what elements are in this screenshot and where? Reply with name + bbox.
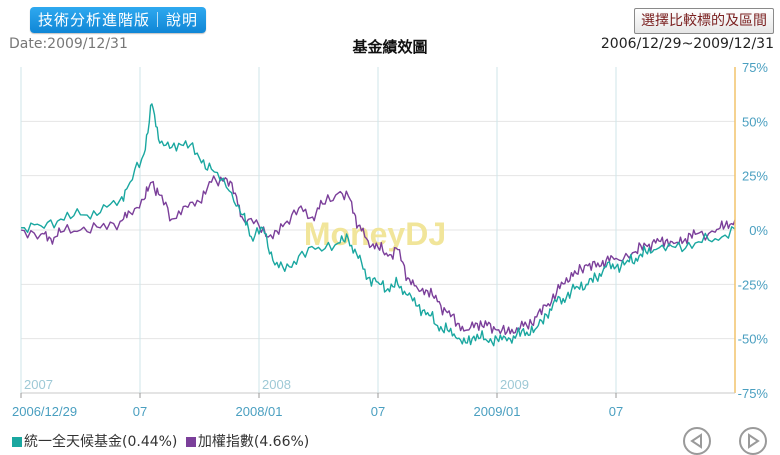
- date-label: Date:2009/12/31: [9, 36, 128, 52]
- legend-item-fund: 統一全天候基金(0.44%): [12, 434, 182, 450]
- series-line-index: [20, 175, 736, 336]
- technical-analysis-button[interactable]: 技術分析進階版｜說明: [30, 7, 207, 33]
- prev-button[interactable]: [683, 427, 711, 455]
- prev-circle-icon: [690, 433, 702, 449]
- year-label: 2007: [24, 377, 53, 392]
- y-axis: 75% 50% 25% 0% -25% -50% -75%: [734, 60, 769, 401]
- x-tick-label: 07: [609, 404, 623, 419]
- x-tick-label: 07: [133, 404, 147, 419]
- y-tick-label: 0%: [749, 223, 768, 238]
- x-tick-label: 07: [371, 404, 385, 419]
- chart-series: [20, 103, 736, 347]
- compare-range-button[interactable]: 選擇比較標的及區間: [634, 8, 774, 34]
- series-line-fund: [20, 103, 736, 347]
- x-tick-label: 2009/01: [474, 404, 521, 419]
- y-tick-label: 25%: [742, 169, 768, 184]
- y-tick-label: -50%: [738, 332, 769, 347]
- next-circle-icon: [748, 433, 760, 449]
- legend-swatch-index: [185, 437, 196, 447]
- x-axis: 2006/12/29 07 2008/01 07 2009/01 07 2007 2008 20…: [12, 377, 735, 419]
- legend: 統一全天候基金(0.44%) 加權指數(4.66%): [12, 431, 313, 451]
- y-tick-label: -25%: [738, 277, 769, 292]
- chart-grid: [20, 67, 735, 393]
- next-button[interactable]: [739, 427, 767, 455]
- legend-swatch-fund: [12, 437, 22, 447]
- x-tick-label: 2006/12/29: [12, 404, 77, 419]
- year-label: 2008: [262, 377, 291, 392]
- x-tick-label: 2008/01: [236, 404, 283, 419]
- y-tick-label: 50%: [742, 114, 768, 129]
- legend-item-index: 加權指數(4.66%): [185, 434, 310, 450]
- y-tick-label: -75%: [738, 386, 769, 401]
- period-label: 2006/12/29~2009/12/31: [600, 36, 774, 52]
- legend-label-index: 加權指數(4.66%): [197, 434, 310, 450]
- chart-title: 基金績效圖: [352, 38, 428, 56]
- year-label: 2009: [500, 377, 529, 392]
- legend-label-fund: 統一全天候基金(0.44%): [24, 434, 178, 450]
- y-tick-label: 75%: [742, 60, 768, 75]
